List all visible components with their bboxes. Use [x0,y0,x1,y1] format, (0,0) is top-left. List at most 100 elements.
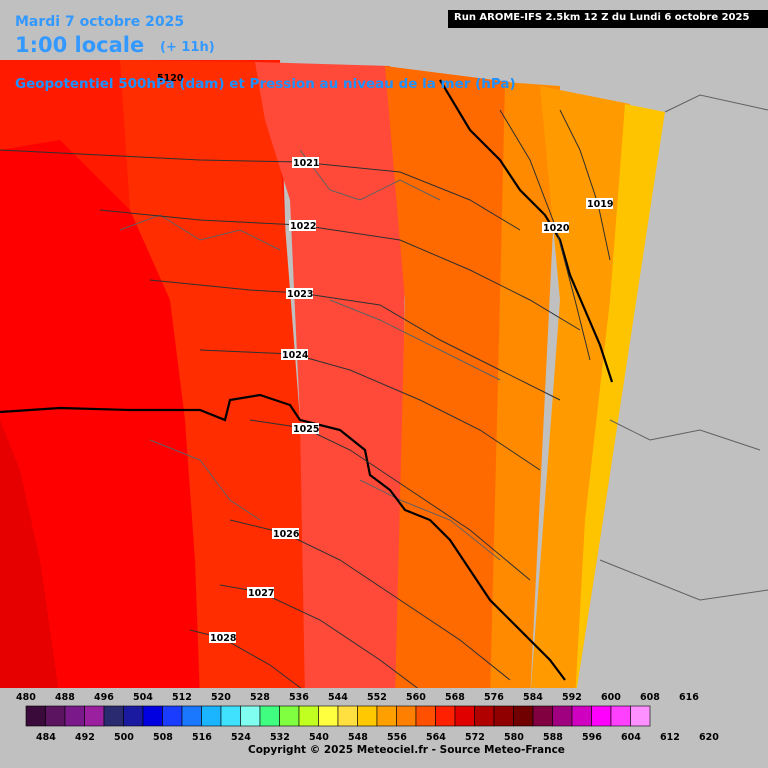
color-scale-top-label: 576 [484,692,504,703]
border-balkans [609,419,761,451]
color-scale-swatch [142,705,163,727]
color-scale-swatch [474,705,495,727]
domain-right-edge [575,108,768,700]
color-scale-swatch [103,705,124,727]
isobar-labels: 1021 1022 1023 1024 1025 1026 1027 1028 … [157,73,613,644]
isobar-1027-line [219,584,421,691]
isobar-1019-line [559,109,611,261]
color-scale-top-label: 536 [289,692,309,703]
border-south-east [599,559,768,601]
forecast-lead-time: (+ 11h) [160,40,215,55]
color-scale-top-label: 568 [445,692,465,703]
band-588-edge [0,420,60,700]
color-scale-top-label: 512 [172,692,192,703]
color-scale-bottom-label: 532 [270,732,290,743]
band-560 [575,104,665,700]
color-scale-top-label: 528 [250,692,270,703]
color-scale-swatch [532,705,553,727]
color-scale-swatch [435,705,456,727]
isobar-1025: 1025 [293,424,319,435]
color-scale-swatch [259,705,280,727]
color-scale-swatch [513,705,534,727]
color-scale-swatch [240,705,261,727]
geopotential-bands [0,60,665,700]
color-scale-bottom-label: 516 [192,732,212,743]
isobar-1019: 1019 [587,199,613,210]
border-east [664,94,768,113]
forecast-date: Mardi 7 octobre 2025 [15,14,185,30]
color-scale-swatch [162,705,183,727]
isobar-1020: 1020 [543,223,570,234]
contour-main-south [0,393,566,681]
color-scale-swatch [610,705,631,727]
color-scale-bottom-label: 484 [36,732,56,743]
color-scale-swatch [181,705,202,727]
border-west-1 [119,214,281,251]
color-scale-swatch [298,705,319,727]
color-scale-swatch [25,705,46,727]
color-scale-bottom-label: 508 [153,732,173,743]
color-scale-top-labels: 480 488 496 504 512 520 528 536 544 552 560 568 576 5… [16,692,699,703]
color-scale-legend: 480 488 496 504 512 520 528 536 544 552 560 568 576 5… [0,688,768,768]
isobar-1026: 1026 [273,529,300,540]
color-scale-swatch [337,705,358,727]
color-scale-swatch [357,705,378,727]
isobar-1028-line [189,629,311,696]
color-scale-bottom-label: 564 [426,732,446,743]
color-scale-bottom-label: 524 [231,732,251,743]
color-scale-top-label: 504 [133,692,153,703]
color-scale-swatch [64,705,85,727]
color-scale-swatch [552,705,573,727]
isobar-1024-line [199,349,541,471]
forecast-time: 1:00 locale [15,33,145,57]
color-scale-bottom-label: 540 [309,732,329,743]
color-scale-top-label: 488 [55,692,75,703]
color-scale-swatch [318,705,339,727]
border-central-3 [359,479,501,561]
country-borders [119,94,768,601]
isobar-1022-line [99,209,581,331]
geopotential-label: 5120 [157,73,184,84]
color-scale-swatch [45,705,66,727]
color-scale-top-label: 584 [523,692,543,703]
copyright: Copyright © 2025 Meteociel.fr - Source M… [248,744,565,756]
color-scale-bottom-label: 492 [75,732,95,743]
color-scale-top-label: 592 [562,692,582,703]
color-scale-top-label: 480 [16,692,36,703]
color-scale-top-label: 560 [406,692,426,703]
color-scale-top-label: 544 [328,692,348,703]
band-572 [385,66,510,700]
color-scale-swatch [415,705,436,727]
color-scale-swatch [630,705,651,727]
color-scale-bottom-label: 500 [114,732,134,743]
color-scale-swatch [454,705,475,727]
isobar-1023-line [149,279,561,401]
isobar-1027: 1027 [248,588,274,599]
color-scale-swatch [396,705,417,727]
isobar-1021: 1021 [293,158,319,169]
color-scale-swatch [571,705,592,727]
color-scale-bottom-label: 588 [543,732,563,743]
color-scale-top-label: 520 [211,692,231,703]
color-scale-bottom-labels: 484 492 500 508 516 524 532 540 548 556 564 572 580 5… [36,732,719,743]
isobar-1023: 1023 [287,289,313,300]
color-scale-bottom-label: 620 [699,732,719,743]
color-scale-bottom-label: 548 [348,732,368,743]
border-central-2 [329,299,501,381]
color-scale-swatch [84,705,105,727]
color-scale-swatch [220,705,241,727]
field-title: Geopotentiel 500hPa (dam) et Pression au… [15,76,516,92]
color-scale-bottom-label: 596 [582,732,602,743]
color-scale-swatch [376,705,397,727]
domain-top-edge [0,0,768,112]
isobar-1022: 1022 [290,221,316,232]
isobar-1021-line [0,149,521,231]
color-scale-swatch [123,705,144,727]
isobar-1028: 1028 [210,633,237,644]
isobar-1024: 1024 [282,350,309,361]
color-scale-top-label: 496 [94,692,114,703]
color-scale-top-label: 608 [640,692,660,703]
color-scale-top-label: 552 [367,692,387,703]
color-scale-top-label: 616 [679,692,699,703]
